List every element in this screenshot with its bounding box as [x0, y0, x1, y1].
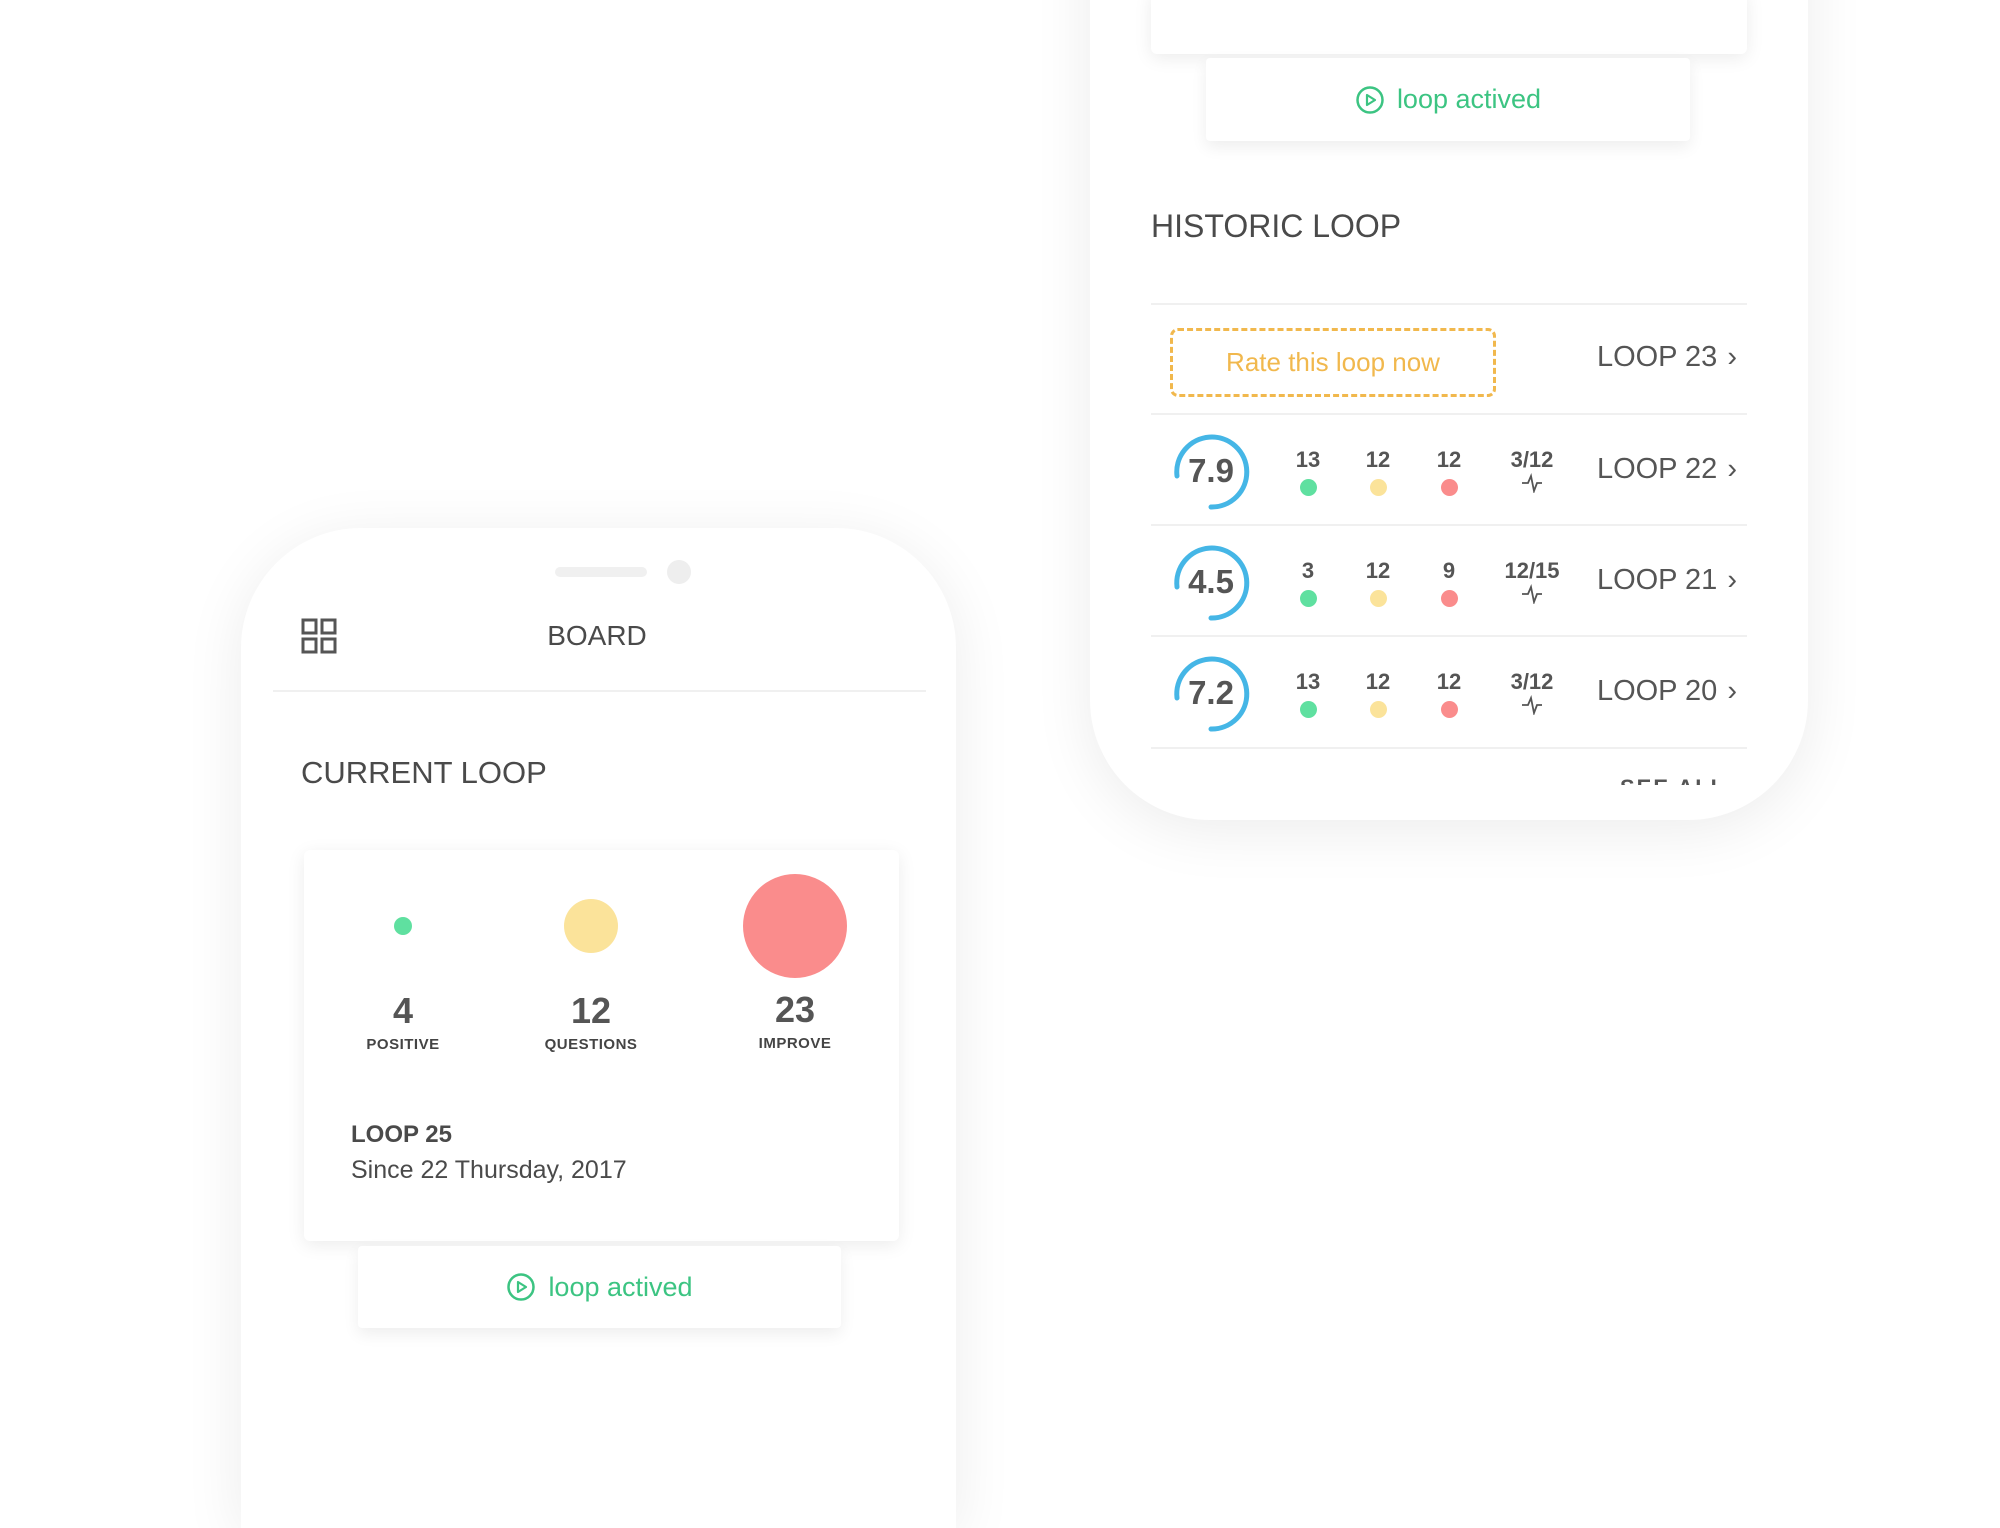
- pulse-icon: [1522, 472, 1542, 495]
- header-title: BOARD: [547, 620, 647, 651]
- stat-positive: 13: [1268, 669, 1348, 718]
- positive-bubble: [394, 917, 412, 935]
- positive-dot: [1299, 701, 1317, 718]
- play-circle-icon: [507, 1273, 536, 1301]
- stat-value: 9: [1442, 558, 1456, 583]
- loop-link[interactable]: LOOP 22 ›: [1597, 453, 1737, 486]
- section-title: CURRENT LOOP: [301, 755, 547, 790]
- loop-label: LOOP 20: [1596, 675, 1718, 707]
- score-value: 7.9: [1188, 452, 1234, 489]
- stat-value: 12: [1436, 669, 1462, 694]
- historic-title: HISTORIC LOOP: [1151, 208, 1402, 244]
- header-divider: [273, 690, 926, 692]
- stat-value: 3/12: [1510, 669, 1554, 694]
- chevron-right-icon: ›: [1727, 341, 1737, 373]
- stat-ratio: 3/12: [1492, 447, 1572, 499]
- questions-dot: [1369, 479, 1387, 496]
- positive-dot: [1299, 590, 1317, 607]
- stat-label: POSITIVE: [366, 1036, 440, 1053]
- stat-value: 12: [1436, 447, 1462, 472]
- stat-improve: 12: [1409, 447, 1489, 496]
- historic-row-pending: Rate this loop now LOOP 23 ›: [1151, 303, 1747, 413]
- questions-dot: [1369, 590, 1387, 607]
- improve-dot: [1440, 479, 1458, 496]
- loop-label: LOOP 21: [1596, 564, 1718, 596]
- loop-label: LOOP 22: [1596, 453, 1718, 485]
- stat-positive: 4 POSITIVE: [323, 990, 483, 1053]
- stat-value: 12: [570, 990, 612, 1031]
- score-ring: [1174, 545, 1250, 621]
- questions-dot: [1369, 701, 1387, 718]
- stat-label: QUESTIONS: [544, 1036, 638, 1053]
- improve-dot: [1440, 701, 1458, 718]
- stat-questions: 12: [1338, 447, 1418, 496]
- improve-dot: [1440, 590, 1458, 607]
- stat-questions: 12 QUESTIONS: [511, 990, 671, 1053]
- stat-ratio: 12/15: [1492, 558, 1572, 610]
- stat-value: 3/12: [1510, 447, 1554, 472]
- play-circle-icon: [1356, 85, 1384, 114]
- score-value: 7.2: [1188, 674, 1234, 711]
- stat-questions: 12: [1338, 558, 1418, 607]
- stat-positive: 13: [1268, 447, 1348, 496]
- stat-value: 12: [1365, 447, 1391, 472]
- loop-status-button[interactable]: loop actived: [358, 1246, 841, 1328]
- stat-value: 13: [1295, 447, 1321, 472]
- loop-status-button[interactable]: loop actived: [1206, 58, 1690, 141]
- stat-improve: 23 IMPROVE: [715, 989, 875, 1052]
- pulse-icon: [1522, 583, 1542, 606]
- stat-value: 3: [1301, 558, 1315, 583]
- stat-ratio: 3/12: [1492, 669, 1572, 721]
- grid-icon[interactable]: [301, 618, 337, 654]
- stat-value: 12: [1365, 558, 1391, 583]
- stat-improve: 12: [1409, 669, 1489, 718]
- historic-row[interactable]: 4.5 3 12 9 12/15 LOOP 21 ›: [1151, 524, 1747, 635]
- score-value: 4.5: [1188, 563, 1234, 600]
- score-ring: [1174, 434, 1250, 510]
- chevron-right-icon: ›: [1727, 453, 1737, 485]
- improve-bubble: [743, 874, 847, 978]
- camera: [667, 560, 691, 584]
- loop-link[interactable]: LOOP 21 ›: [1597, 564, 1737, 597]
- stat-questions: 12: [1338, 669, 1418, 718]
- loop-since: Since 22 Thursday, 2017: [351, 1156, 627, 1184]
- chevron-right-icon: ›: [1727, 564, 1737, 596]
- loop-link[interactable]: LOOP 23 ›: [1597, 341, 1737, 374]
- stat-value: 12/15: [1504, 558, 1560, 583]
- loop-status-label: loop actived: [548, 1271, 693, 1302]
- loop-name: LOOP 25: [351, 1121, 452, 1148]
- score-ring: [1174, 656, 1250, 732]
- speaker-grille: [555, 567, 647, 577]
- loop-status-label: loop actived: [1396, 84, 1542, 114]
- loop-link[interactable]: LOOP 20 ›: [1597, 675, 1737, 708]
- stat-positive: 3: [1268, 558, 1348, 607]
- see-all-link[interactable]: SEE ALL: [1620, 775, 1726, 785]
- stat-value: 13: [1295, 669, 1321, 694]
- stat-improve: 9: [1409, 558, 1489, 607]
- pulse-icon: [1522, 694, 1542, 717]
- historic-row[interactable]: 7.9 13 12 12 3/12 LOOP 22 ›: [1151, 413, 1747, 524]
- loop-label: LOOP 23: [1596, 341, 1718, 373]
- stat-value: 4: [392, 990, 414, 1031]
- chevron-right-icon: ›: [1727, 675, 1737, 707]
- stat-value: 12: [1365, 669, 1391, 694]
- stat-value: 23: [774, 989, 816, 1030]
- positive-dot: [1299, 479, 1317, 496]
- row-divider: [1151, 747, 1747, 749]
- rate-loop-button[interactable]: Rate this loop now: [1170, 328, 1496, 397]
- questions-bubble: [564, 899, 618, 953]
- historic-row[interactable]: 7.2 13 12 12 3/12 LOOP 20 ›: [1151, 635, 1747, 746]
- top-card: [1151, 0, 1747, 54]
- stat-label: IMPROVE: [758, 1035, 832, 1052]
